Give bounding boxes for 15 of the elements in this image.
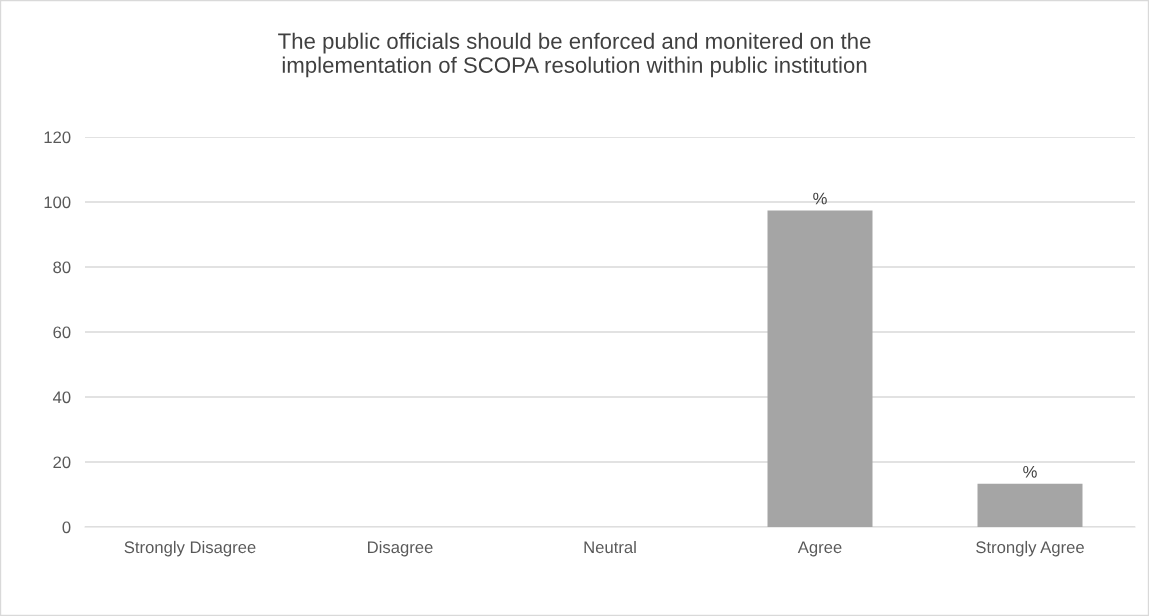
y-tick-label: 60	[53, 326, 71, 339]
x-tick-label: Neutral	[584, 540, 636, 554]
y-tick-label: 80	[53, 261, 71, 274]
y-tick-label: 0	[62, 521, 71, 534]
chart-title: The public officials should be enforced and monitered on the implementation of SCOPA resolution within public institution	[278, 32, 871, 78]
data-label: %	[813, 192, 827, 205]
x-tick-label: Agree	[797, 541, 842, 557]
y-tick-label: 20	[53, 456, 71, 469]
x-tick-label: Strongly Disagree	[124, 540, 256, 557]
y-tick-label: 40	[52, 391, 71, 404]
data-label: %	[1023, 465, 1037, 478]
y-tick-label: 100	[44, 196, 71, 209]
x-tick-label: Disagree	[368, 540, 433, 557]
y-tick-label: 120	[44, 131, 71, 144]
x-tick-label: Strongly Agree	[976, 540, 1084, 557]
